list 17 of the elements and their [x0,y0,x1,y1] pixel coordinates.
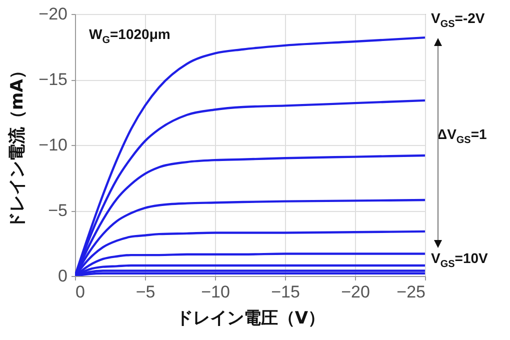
x-tick-label: −20 [341,282,370,302]
x-tick-label: −25 [396,282,426,302]
x-tick-label: −15 [271,282,300,302]
y-tick-label: −10 [38,136,68,154]
text: V$_{GS}$=-2V [431,10,485,30]
x-axis-title: ドレイン電圧（V） [176,308,326,328]
x-tick-label: −5 [136,282,156,302]
x-tick-label: −10 [201,282,230,302]
y-tick-label: −20 [38,4,68,24]
y-tick-label: −5 [48,201,68,220]
text: V$_{GS}$=10V [431,250,488,270]
y-tick-label: −15 [38,70,68,89]
text: ΔV$_{GS}$=1 [437,126,487,146]
y-tick-label: 0 [58,266,68,286]
annotation: W$_{G}$=1020μm [89,26,170,46]
y-axis-title: ドレイン電流（mA） [8,62,28,229]
x-tick-label: 0 [76,282,85,302]
